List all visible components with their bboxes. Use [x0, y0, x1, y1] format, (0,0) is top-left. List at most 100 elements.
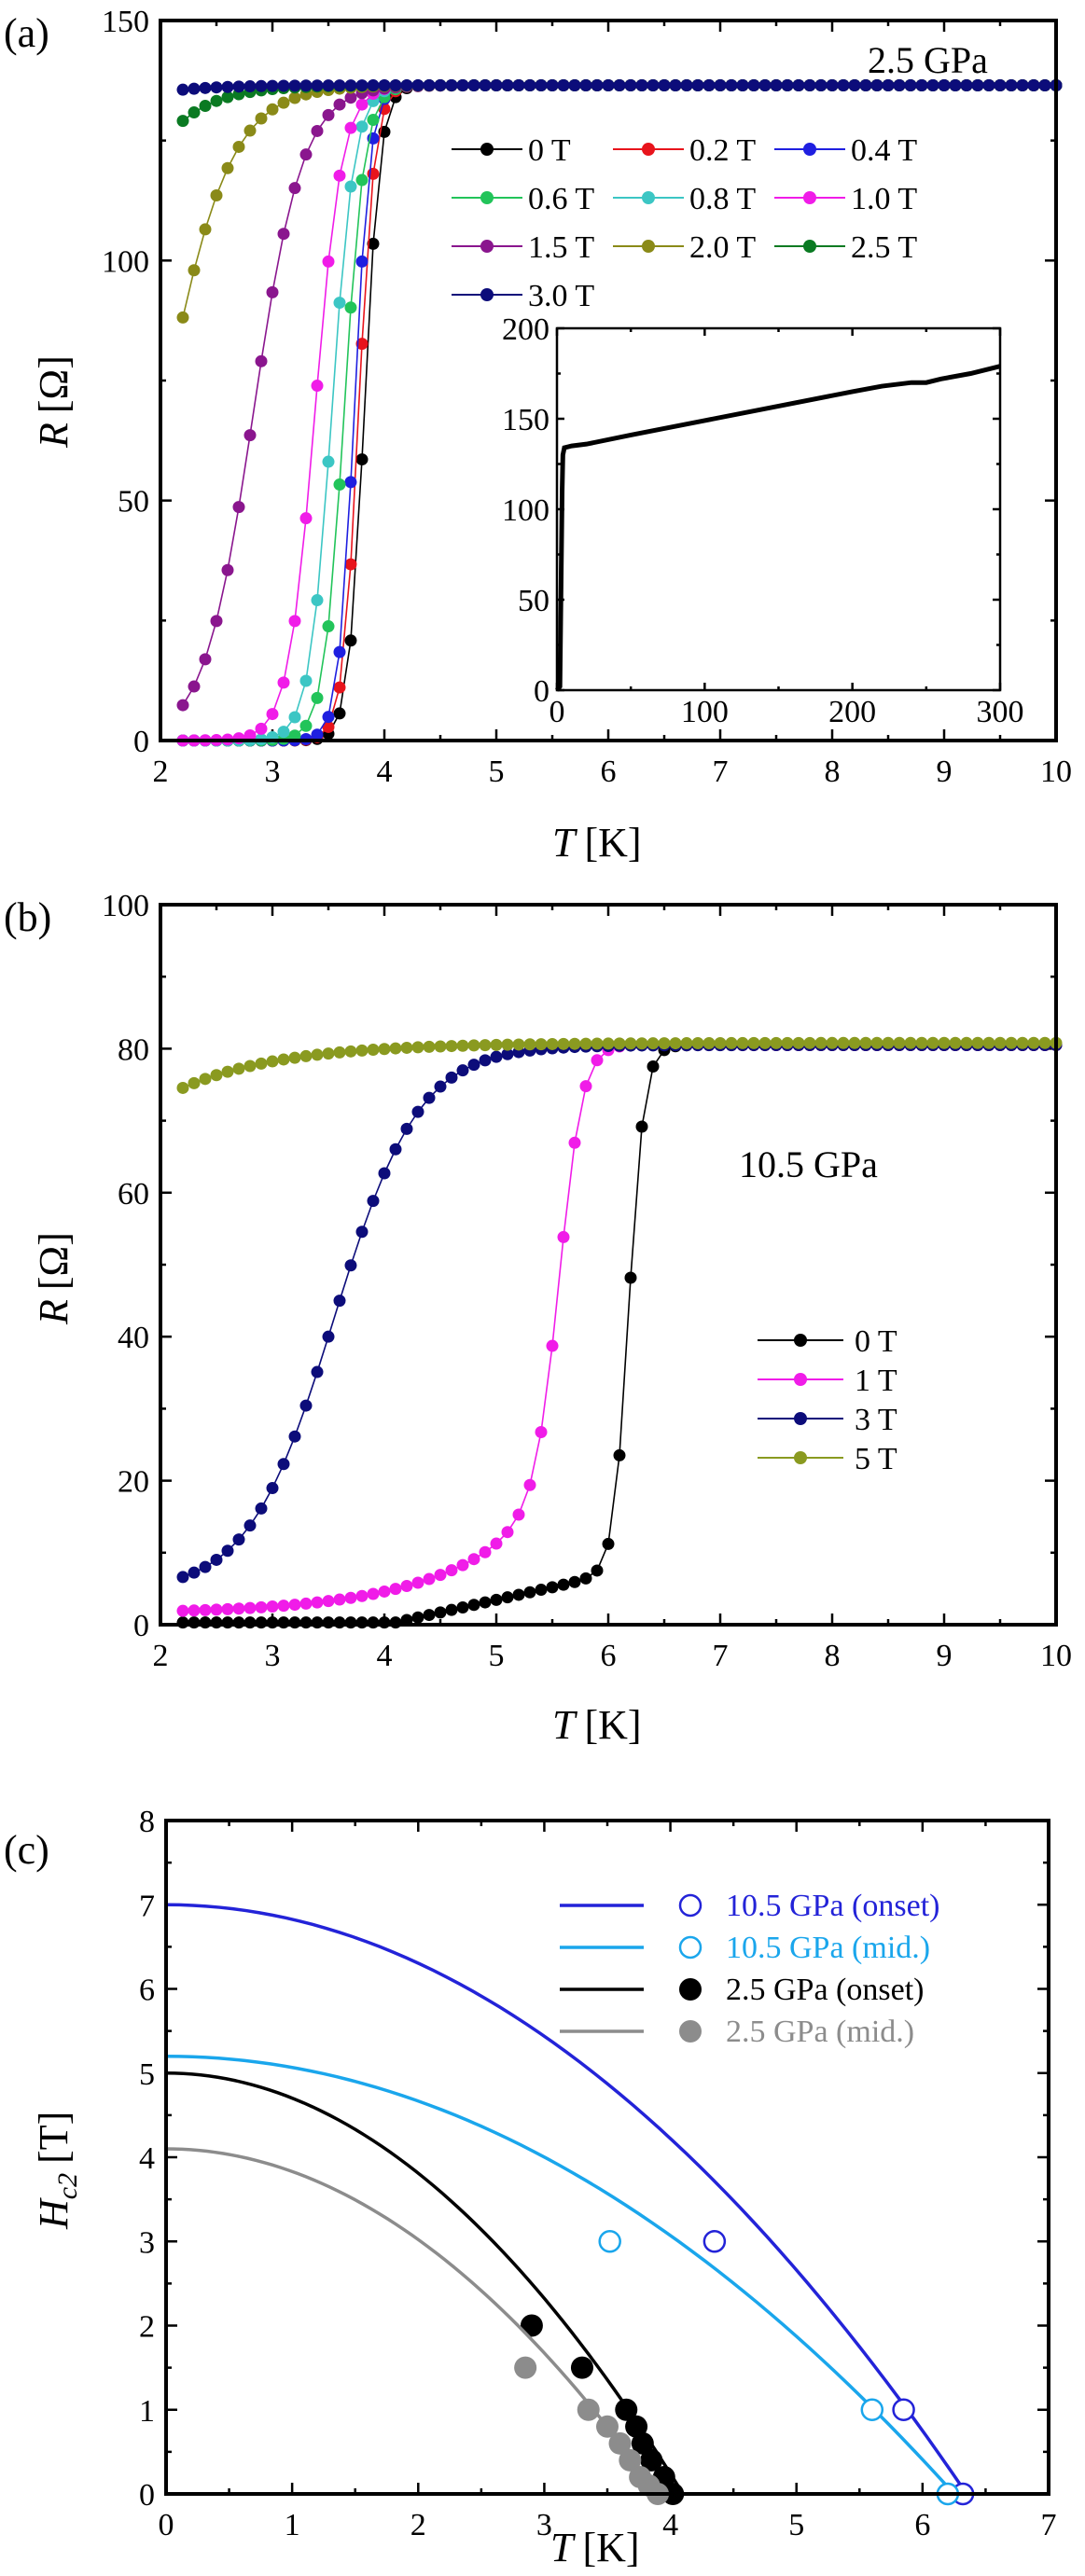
data-point — [266, 1600, 279, 1613]
data-point — [520, 2314, 543, 2337]
panel-b-ylabel: R [Ω] — [31, 1232, 77, 1325]
data-point — [311, 1048, 324, 1061]
series-line — [183, 84, 1056, 741]
data-point — [311, 124, 324, 137]
panel-a-annotation: 2.5 GPa — [868, 39, 988, 81]
data-point — [243, 1616, 257, 1629]
data-point — [479, 78, 492, 91]
series-3-0-T — [176, 78, 1063, 96]
data-point — [747, 1036, 760, 1049]
x-tick-label: 10 — [1040, 1639, 1072, 1673]
data-point — [199, 81, 212, 94]
data-point — [344, 1045, 357, 1058]
series-line — [183, 84, 1056, 741]
data-point — [770, 78, 783, 91]
data-point — [232, 80, 245, 93]
data-point — [680, 1037, 693, 1050]
series-line — [183, 84, 1056, 741]
data-point — [389, 1143, 402, 1156]
legend-item: 1.5 T — [452, 230, 594, 265]
data-point — [613, 1037, 626, 1050]
data-point — [333, 1593, 346, 1606]
data-point — [691, 78, 704, 91]
data-point — [826, 78, 839, 91]
legend-item: 0.6 T — [452, 182, 594, 216]
data-point — [255, 1616, 268, 1629]
data-point — [311, 1616, 324, 1629]
x-tick-label: 6 — [601, 1639, 617, 1673]
data-point — [299, 79, 313, 92]
legend-item: 2.5 T — [774, 230, 917, 265]
data-point — [299, 148, 313, 161]
data-point — [635, 1037, 648, 1050]
data-point — [501, 1526, 514, 1539]
data-point — [176, 115, 189, 128]
data-point — [971, 78, 984, 91]
x-tick-label: 8 — [825, 1639, 841, 1673]
data-point — [355, 98, 369, 111]
data-point — [546, 1581, 559, 1594]
data-point — [423, 1091, 436, 1104]
data-point — [333, 478, 346, 492]
data-point — [277, 1458, 290, 1471]
series-line — [183, 1044, 1056, 1624]
data-point — [591, 1564, 604, 1577]
data-point — [355, 1044, 369, 1057]
data-point — [591, 1037, 604, 1050]
data-point — [288, 615, 301, 628]
data-point — [389, 1616, 402, 1629]
data-point — [389, 1042, 402, 1055]
series-0-8-T — [176, 78, 1063, 747]
data-point — [311, 691, 324, 704]
data-point — [188, 1076, 201, 1089]
data-point — [355, 255, 369, 268]
data-point — [994, 1036, 1007, 1049]
data-point — [625, 2415, 648, 2438]
data-point — [232, 1602, 245, 1615]
data-point — [535, 1584, 548, 1597]
legend-marker — [678, 1893, 702, 1918]
data-point — [635, 1120, 648, 1133]
data-point — [333, 1616, 346, 1629]
legend-item: 0 T — [758, 1324, 897, 1359]
data-point — [176, 1571, 189, 1584]
x-tick-label: 2 — [410, 2508, 426, 2542]
data-point — [870, 78, 883, 91]
data-point — [490, 1038, 503, 1051]
legend-item: 3 T — [758, 1403, 897, 1437]
data-point — [434, 1080, 447, 1093]
data-point — [333, 297, 346, 310]
panel-b-xlabel-var: T — [552, 1702, 578, 1748]
data-point — [322, 1616, 335, 1629]
data-point — [647, 1060, 660, 1073]
data-point — [669, 78, 682, 91]
data-point — [647, 78, 660, 91]
data-point — [266, 103, 279, 116]
data-point — [814, 1036, 828, 1049]
data-point — [311, 728, 324, 741]
y-tick-label: 2 — [139, 2310, 155, 2345]
data-point — [299, 674, 313, 687]
legend-label: 3 T — [855, 1403, 897, 1437]
data-point — [299, 1597, 313, 1610]
data-point — [1016, 1036, 1029, 1049]
series-0-6-T — [176, 78, 1063, 747]
data-point — [344, 1616, 357, 1629]
data-point — [378, 1167, 391, 1180]
x-tick-label: 10 — [1040, 755, 1072, 789]
data-point — [613, 1448, 626, 1461]
panel-c-ylabel-unit: [T] — [31, 2112, 77, 2164]
data-point — [199, 100, 212, 113]
inset-frame — [555, 326, 1002, 692]
x-tick-label: 200 — [828, 695, 876, 729]
x-tick-label: 1 — [285, 2508, 300, 2542]
data-point — [814, 78, 828, 91]
data-point — [926, 78, 939, 91]
legend-item: 0.8 T — [613, 182, 756, 216]
data-point — [355, 79, 369, 92]
legend-label: 0 T — [855, 1324, 897, 1359]
legend-marker — [480, 143, 494, 156]
data-point — [557, 1037, 570, 1050]
data-point — [882, 78, 895, 91]
x-tick-label: 9 — [937, 1639, 953, 1673]
